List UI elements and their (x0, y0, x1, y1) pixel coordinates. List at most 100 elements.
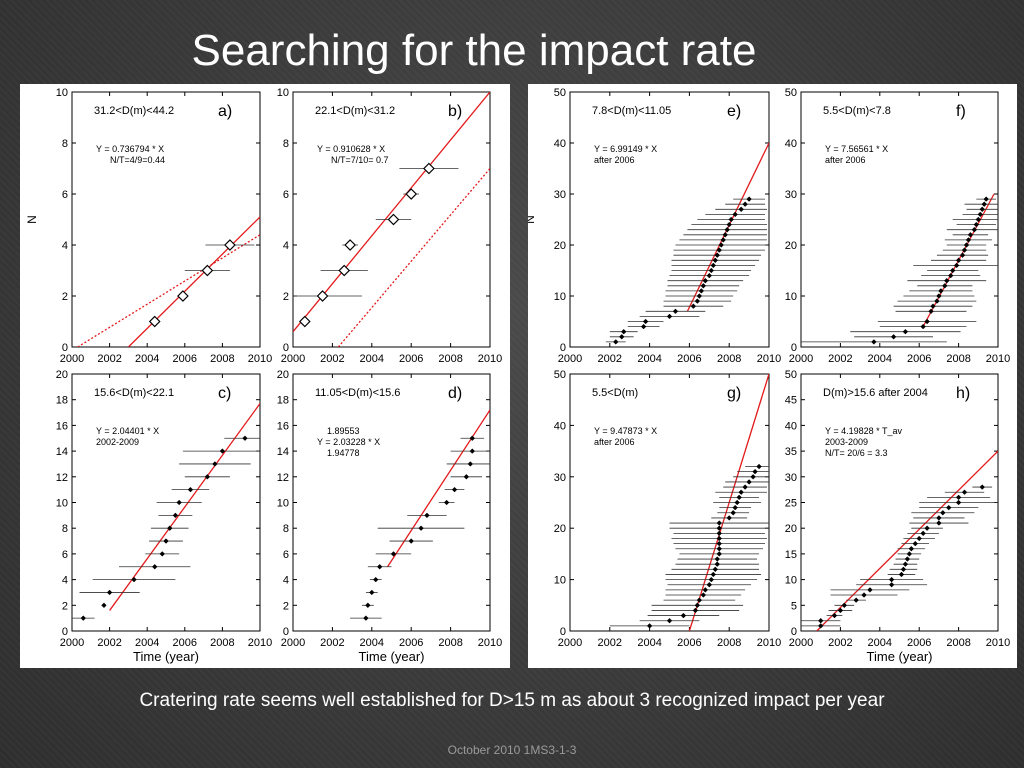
y-tick-label: 30 (785, 189, 797, 201)
x-tick-label: 2000 (789, 637, 813, 649)
y-tick-label: 20 (554, 240, 566, 252)
y-tick-label: 0 (283, 342, 289, 354)
chart-e-frame (569, 91, 770, 348)
x-tick-label: 2008 (210, 353, 234, 365)
data-point (930, 303, 936, 309)
data-point (690, 303, 697, 309)
data-point (924, 318, 930, 325)
data-point (750, 474, 756, 480)
y-tick-label: 20 (56, 369, 68, 381)
data-point (738, 489, 744, 495)
data-point (80, 615, 87, 621)
y-tick-label: 2 (283, 600, 289, 612)
panel-label: f) (956, 103, 966, 120)
fit-line-solid (387, 409, 490, 568)
x-tick-label: 2008 (210, 637, 234, 649)
data-point (418, 525, 424, 531)
y-tick-label: 4 (62, 575, 68, 587)
data-point (831, 612, 838, 619)
fit-annotation: N/T=7/10= 0.7 (331, 155, 389, 165)
fit-annotation: after 2006 (594, 437, 635, 447)
data-point (734, 499, 740, 506)
range-label: 15.6<D(m)<22.1 (94, 387, 174, 399)
x-tick-label: 2004 (637, 637, 661, 649)
data-point (176, 499, 182, 506)
data-point (390, 551, 397, 557)
data-point (742, 201, 748, 207)
x-tick-label: 2010 (478, 637, 502, 649)
chart-b-points (293, 162, 459, 328)
chart-a: 2000 2002 2004 2006 2008 2010 0 2 4 6 8 10 N 31.2<D(m… (25, 87, 272, 365)
y-tick-label: 8 (62, 523, 68, 535)
x-tick-label: 2002 (828, 637, 852, 649)
data-point (888, 581, 895, 588)
fit-annotation: Y = 2.04401 * X (96, 426, 159, 436)
chart-d-points (350, 435, 490, 621)
data-point (408, 538, 414, 544)
data-point (708, 576, 715, 583)
data-point (700, 592, 707, 598)
y-tick-label: 18 (56, 395, 68, 407)
data-point (959, 252, 966, 258)
x-tick-label: 2010 (757, 637, 781, 649)
y-tick-label: 40 (554, 138, 566, 150)
panel-label: h) (956, 385, 970, 402)
y-tick-label: 25 (785, 498, 797, 510)
fit-line-solid (127, 216, 260, 347)
y-tick-label: 10 (554, 291, 566, 303)
data-point (736, 494, 742, 501)
data-point (979, 206, 985, 213)
fit-line-dotted (77, 234, 260, 347)
chart-group-right: 20002002200420062008201001020304050N7.8<… (523, 87, 1010, 664)
y-axis-label: N (528, 215, 537, 224)
range-label: 31.2<D(m)<44.2 (94, 105, 174, 117)
y-tick-label: 14 (56, 446, 68, 458)
y-tick-label: 0 (560, 342, 566, 354)
fit-annotation: Y = 0.910628 * X (317, 144, 385, 154)
y-tick-label: 35 (785, 446, 797, 458)
x-tick-label: 2006 (173, 353, 197, 365)
data-point (159, 551, 165, 557)
data-point (666, 313, 673, 320)
x-tick-label: 2002 (97, 353, 121, 365)
y-tick-label: 20 (277, 369, 289, 381)
panel-label: c) (218, 385, 231, 402)
data-point (702, 587, 709, 593)
fit-annotation: Y = 6.99149 * X (594, 144, 657, 154)
fit-annotation: Y = 9.47873 * X (594, 426, 657, 436)
fit-annotation: 1.94778 (327, 448, 360, 458)
chart-e-points (605, 196, 768, 345)
y-tick-label: 10 (56, 498, 68, 510)
data-point (967, 232, 974, 238)
data-point (928, 308, 934, 315)
data-point (716, 525, 723, 531)
y-tick-label: 2 (62, 291, 68, 303)
data-point (726, 221, 732, 228)
x-tick-label: 2002 (320, 637, 344, 649)
data-point (423, 162, 435, 175)
range-label: 7.8<D(m)<11.05 (592, 105, 671, 117)
data-point (746, 196, 752, 202)
y-tick-label: 8 (283, 138, 289, 150)
y-tick-label: 4 (283, 575, 289, 587)
data-point (724, 226, 730, 233)
data-point (714, 561, 721, 567)
x-tick-label: 2006 (677, 353, 701, 365)
x-tick-label: 2004 (360, 637, 384, 649)
y-tick-label: 16 (277, 420, 289, 432)
y-tick-label: 0 (791, 342, 797, 354)
chart-d: 2000 2002 2004 2006 2008 2010 0 2 4 6 8 10 12 14 16 18 2… (277, 369, 502, 664)
y-tick-label: 30 (785, 472, 797, 484)
data-point (710, 262, 717, 269)
y-tick-label: 4 (62, 240, 68, 252)
data-point (101, 602, 107, 609)
x-tick-label: 2000 (558, 353, 582, 365)
y-axis-label: N (25, 215, 39, 224)
chart-c: 2000 2002 2004 2006 2008 2010 0 2 4 6 8 10 12 14 16 18 2… (56, 369, 272, 664)
x-tick-label: 2000 (281, 637, 305, 649)
data-point (716, 520, 723, 526)
data-point (620, 328, 627, 335)
panel-label: e) (727, 103, 741, 120)
data-point (680, 612, 687, 619)
x-tick-label: 2000 (789, 353, 813, 365)
